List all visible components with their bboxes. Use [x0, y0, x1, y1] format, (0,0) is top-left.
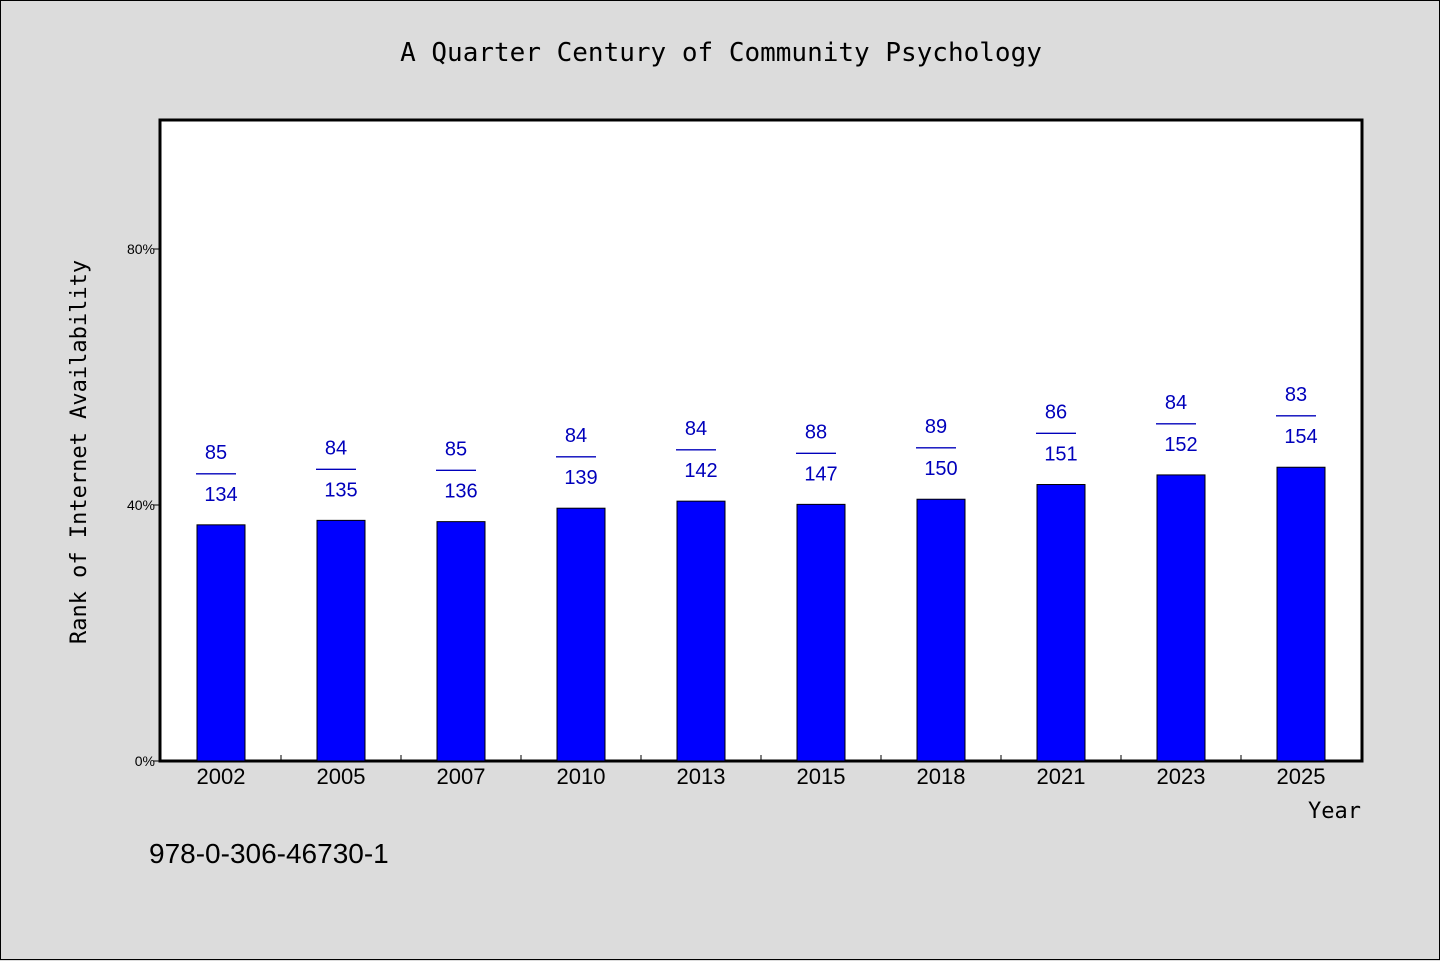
- data-label-rank: 83: [1285, 384, 1307, 406]
- data-label-total: 151: [1044, 444, 1077, 466]
- x-axis: 2002 2005 2007 2010 2013 2015 2018 2021 2023 2025: [197, 755, 1326, 789]
- data-label-rank: 84: [1165, 392, 1187, 414]
- x-tick-label: 2025: [1277, 764, 1326, 789]
- data-label-rank: 84: [685, 418, 707, 440]
- x-axis-label: Year: [1308, 799, 1361, 824]
- data-label-rank: 84: [565, 425, 587, 447]
- data-label-total: 147: [804, 463, 837, 485]
- data-label-separator: ——: [916, 436, 956, 458]
- bar: [676, 500, 726, 762]
- bar: [1156, 474, 1206, 762]
- y-tick-label: 0%: [135, 753, 155, 769]
- bar: [436, 521, 486, 762]
- bar: [316, 519, 366, 762]
- data-label-separator: ——: [796, 441, 836, 463]
- x-tick-label: 2013: [677, 764, 726, 789]
- y-axis: 0% 40% 80%: [127, 241, 161, 769]
- x-tick-label: 2007: [437, 764, 486, 789]
- x-tick-label: 2010: [557, 764, 606, 789]
- y-tick-label: 80%: [127, 241, 155, 257]
- y-tick-label: 40%: [127, 497, 155, 513]
- x-tick-label: 2005: [317, 764, 366, 789]
- data-label-rank: 86: [1045, 402, 1067, 424]
- bar: [1276, 466, 1326, 762]
- x-tick-label: 2023: [1157, 764, 1206, 789]
- x-tick-label: 2002: [197, 764, 246, 789]
- bar: [196, 524, 246, 762]
- bar: [1036, 484, 1086, 762]
- data-label-total: 134: [204, 484, 237, 506]
- data-label-separator: ——: [1156, 412, 1196, 434]
- chart-title: A Quarter Century of Community Psycholog…: [400, 38, 1042, 68]
- y-axis-label: Rank of Internet Availability: [67, 260, 92, 644]
- data-labels: 85——13484——13585——13684——13984——14288——1…: [196, 384, 1318, 506]
- data-label-rank: 89: [925, 416, 947, 438]
- x-tick-label: 2015: [797, 764, 846, 789]
- x-tick-label: 2018: [917, 764, 966, 789]
- bar: [916, 498, 966, 762]
- bar-series: [196, 466, 1326, 762]
- data-label-total: 152: [1164, 434, 1197, 456]
- bar: [796, 503, 846, 762]
- data-label-separator: ——: [316, 457, 356, 479]
- data-label-rank: 85: [205, 442, 227, 464]
- isbn-footer: 978-0-306-46730-1: [149, 838, 389, 869]
- data-label-total: 154: [1284, 426, 1317, 448]
- data-label-separator: ——: [676, 438, 716, 460]
- data-label-total: 142: [684, 460, 717, 482]
- data-label-total: 136: [444, 481, 477, 503]
- data-label-separator: ——: [1036, 422, 1076, 444]
- data-label-total: 150: [924, 458, 957, 480]
- data-label-separator: ——: [436, 459, 476, 481]
- bar: [556, 507, 606, 762]
- data-label-rank: 84: [325, 437, 347, 459]
- data-label-total: 135: [324, 479, 357, 501]
- data-label-separator: ——: [556, 445, 596, 467]
- data-label-separator: ——: [196, 462, 236, 484]
- data-label-rank: 85: [445, 439, 467, 461]
- data-label-total: 139: [564, 467, 597, 489]
- x-tick-label: 2021: [1037, 764, 1086, 789]
- data-label-rank: 88: [805, 421, 827, 443]
- data-label-separator: ——: [1276, 404, 1316, 426]
